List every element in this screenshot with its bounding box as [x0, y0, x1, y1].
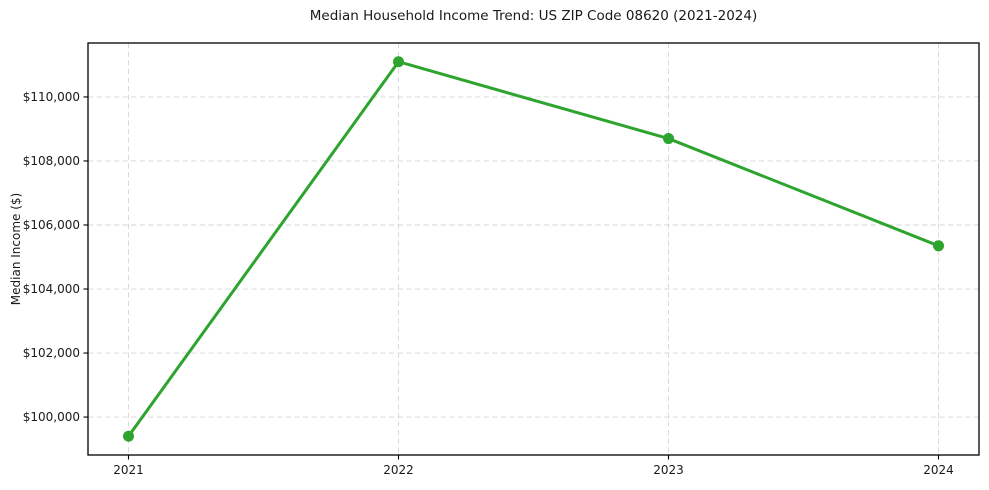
chart-title: Median Household Income Trend: US ZIP Co… — [309, 8, 758, 24]
y-tick-label: $104,000 — [23, 282, 80, 296]
y-tick-label: $102,000 — [23, 346, 80, 360]
y-tick-label: $106,000 — [23, 218, 80, 232]
x-tick-label: 2024 — [923, 463, 954, 477]
x-tick-label: 2021 — [113, 463, 144, 477]
data-point-2023 — [663, 133, 674, 145]
data-point-2022 — [393, 56, 404, 68]
plot-border — [87, 42, 980, 456]
x-tick-label: 2023 — [653, 463, 684, 477]
y-axis-title: Median Income ($) — [9, 192, 23, 306]
y-tick-label: $108,000 — [23, 154, 80, 168]
income-trend-line — [127, 60, 940, 438]
y-tick-label: $100,000 — [23, 410, 80, 424]
data-point-2024 — [933, 240, 944, 252]
y-tick-label: $110,000 — [23, 90, 80, 104]
x-tick-label: 2022 — [383, 463, 414, 477]
data-point-2021 — [123, 430, 134, 442]
